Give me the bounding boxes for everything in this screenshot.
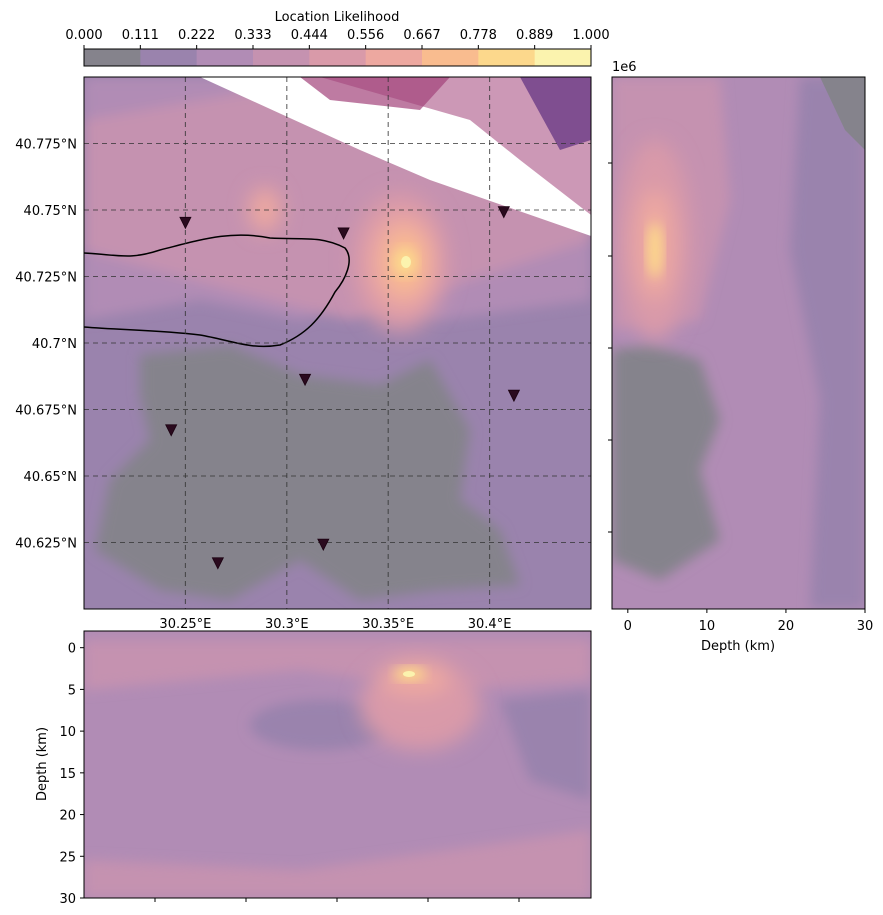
side-y-ticks <box>608 162 612 533</box>
bottom-y-tick-label: 5 <box>68 683 76 698</box>
colorbar-tick-label: 0.222 <box>178 28 215 43</box>
map-panel: 30.25°E 30.3°E 30.35°E 30.4°E 40.775°N 40.75… <box>15 76 592 632</box>
station-marker <box>497 206 510 219</box>
map-y-tick-label: 40.725°N <box>15 271 77 286</box>
bottom-y-tick-label: 20 <box>59 809 76 824</box>
map-x-tick-label: 30.35°E <box>362 617 414 632</box>
map-frame <box>83 76 592 610</box>
colorbar-swatch <box>478 49 536 66</box>
bottom-y-tick-label: 25 <box>59 850 76 865</box>
colorbar-frame <box>83 48 592 67</box>
map-region-low <box>95 345 520 600</box>
station-marker <box>507 389 521 403</box>
colorbar-swatch <box>365 49 423 66</box>
side-x-tick-label: 20 <box>778 619 795 634</box>
colorbar-label: Location Likelihood <box>275 10 400 25</box>
bottom-y-tick-label: 15 <box>59 767 76 782</box>
bottom-peak-centre <box>403 671 415 677</box>
side-offset-label: 1e6 <box>612 60 637 75</box>
colorbar-tick-label: 0.000 <box>65 28 102 43</box>
colorbar-tick-label: 0.778 <box>460 28 497 43</box>
colorbar-swatch <box>253 49 310 66</box>
map-x-tick-label: 30.3°E <box>265 617 309 632</box>
colorbar-tick-label: 0.444 <box>291 28 328 43</box>
map-y-tick-label: 40.65°N <box>24 470 77 485</box>
colorbar-swatch <box>140 49 198 66</box>
bottom-region-deep <box>84 830 591 898</box>
map-graticule <box>84 77 591 609</box>
bottom-y-tick-label: 0 <box>68 642 76 657</box>
station-marker <box>211 557 224 570</box>
side-masked-corner <box>820 77 865 150</box>
map-peak-centre <box>401 256 411 268</box>
colorbar-tick-labels: 0.000 0.111 0.222 0.333 0.444 0.556 0.667 0.778… <box>65 28 610 49</box>
station-marker <box>298 373 312 387</box>
station-marker <box>317 538 330 552</box>
side-panel: 1e6 0 10 20 30 Depth (km) <box>608 60 873 654</box>
colorbar-swatch <box>84 49 141 66</box>
colorbar-tick-label: 1.000 <box>572 28 609 43</box>
station-marker <box>337 227 350 240</box>
colorbar-swatch <box>196 49 254 66</box>
colorbar-tick-label: 0.333 <box>234 28 271 43</box>
side-x-tick-label: 10 <box>699 619 716 634</box>
bottom-panel: 0 5 10 15 20 25 30 Depth (km) <box>35 630 592 907</box>
side-x-tick-labels: 0 10 20 30 <box>624 609 874 634</box>
station-marker <box>165 424 178 437</box>
map-masked-right <box>520 77 591 150</box>
seismic-stations <box>165 206 521 570</box>
bottom-y-tick-label: 10 <box>59 725 76 740</box>
map-y-tick-label: 40.775°N <box>15 138 77 153</box>
side-region-low <box>612 345 720 580</box>
map-masked-edge <box>320 77 591 215</box>
map-masked-top <box>300 77 450 110</box>
bottom-y-axis-title: Depth (km) <box>35 727 50 801</box>
map-x-tick-label: 30.25°E <box>159 617 211 632</box>
colorbar-swatch <box>309 49 367 66</box>
map-y-tick-label: 40.75°N <box>24 204 77 219</box>
colorbar-swatch <box>534 49 592 66</box>
colorbar-tick-label: 0.556 <box>347 28 384 43</box>
station-marker <box>179 216 192 230</box>
colorbar-swatch <box>422 49 479 66</box>
colorbar-tick-label: 0.667 <box>403 28 440 43</box>
bottom-region-inner <box>250 700 390 750</box>
colorbar-tick-label: 0.111 <box>122 28 159 43</box>
bottom-region-right <box>500 690 591 800</box>
map-y-tick-label: 40.675°N <box>15 404 77 419</box>
bottom-x-ticks <box>154 898 520 902</box>
colorbar: Location Likelihood 0.000 0.111 0.222 0.333… <box>65 10 610 67</box>
side-likelihood-field <box>612 77 865 609</box>
coastline <box>83 234 350 348</box>
colorbar-tick-label: 0.889 <box>516 28 553 43</box>
map-y-tick-labels: 40.775°N 40.75°N 40.725°N 40.7°N 40.675°N 40.… <box>15 138 77 552</box>
side-peak-core <box>647 222 663 278</box>
colorbar-swatches <box>84 49 592 66</box>
side-region-right <box>790 77 865 609</box>
side-frame <box>611 76 866 610</box>
side-x-tick-label: 30 <box>857 619 874 634</box>
bottom-likelihood-field <box>84 631 591 898</box>
bottom-y-tick-label: 30 <box>59 892 76 907</box>
map-x-tick-label: 30.4°E <box>468 617 512 632</box>
map-y-tick-label: 40.625°N <box>15 537 77 552</box>
map-x-tick-labels: 30.25°E 30.3°E 30.35°E 30.4°E <box>159 617 511 632</box>
map-y-tick-label: 40.7°N <box>32 337 77 352</box>
bottom-y-tick-labels: 0 5 10 15 20 25 30 <box>59 642 84 907</box>
side-x-tick-label: 0 <box>624 619 632 634</box>
side-x-axis-title: Depth (km) <box>701 639 775 654</box>
